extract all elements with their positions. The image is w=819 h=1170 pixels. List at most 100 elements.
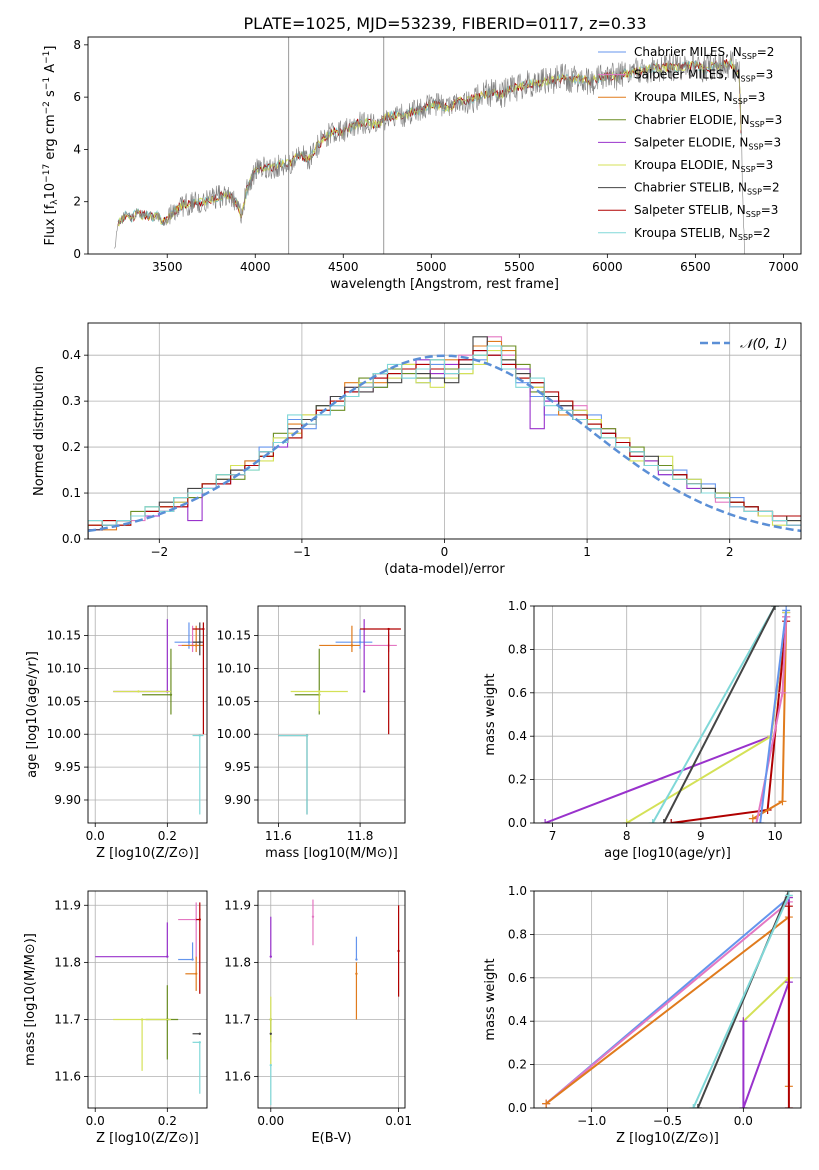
data-point <box>198 734 201 737</box>
x-tick-label: 5000 <box>416 260 447 274</box>
x-tick-label: 3500 <box>152 260 183 274</box>
x-axis-label: E(B-V) <box>311 1131 351 1146</box>
x-tick-label: 2 <box>726 545 734 559</box>
y-tick-label: 11.6 <box>54 1070 81 1084</box>
data-point <box>358 640 362 644</box>
y-tick-label: 2 <box>73 195 81 209</box>
x-tick-label: 10 <box>767 829 782 843</box>
series-marker <box>693 1104 702 1108</box>
x-tick-label: 6500 <box>680 260 711 274</box>
y-tick-label: 11.7 <box>54 1012 81 1026</box>
x-axis-label: Z [log10(Z/Z⊙)] <box>96 846 199 861</box>
data-point <box>137 690 140 693</box>
x-axis-label: mass [log10(M/M⊙)] <box>265 846 398 861</box>
legend-label: Kroupa ELODIE, NSSP=3 <box>634 158 773 174</box>
data-point <box>169 693 173 696</box>
y-tick-label: 10.15 <box>217 629 251 643</box>
y-tick-label: 9.95 <box>224 760 251 774</box>
plot-area <box>258 606 405 823</box>
y-axis-label: age [log10(age/yr)] <box>25 651 40 778</box>
legend-label: 𝒩(0, 1) <box>740 337 787 352</box>
plot-area <box>258 891 405 1108</box>
chart-spectrum: 3500 4000 4500 5000 5500 6000 6500 7000 0 2 4 6 8 wav… <box>42 36 802 292</box>
x-tick-label: 0.0 <box>86 1114 105 1128</box>
series-marker <box>784 1104 793 1108</box>
y-tick-label: 0.3 <box>62 394 81 408</box>
y-tick-label: 0 <box>73 247 81 261</box>
y-tick-label: 6 <box>73 90 81 104</box>
x-axis-label: wavelength [Angstrom, rest frame] <box>330 277 559 292</box>
x-tick-label: 11.6 <box>265 829 292 843</box>
legend-label: Salpeter MILES, NSSP=3 <box>634 68 773 84</box>
series-line <box>662 606 776 823</box>
plot-area <box>88 891 207 1108</box>
series-marker <box>756 819 765 823</box>
legend: 𝒩(0, 1) <box>700 337 787 352</box>
series-marker <box>689 1104 698 1108</box>
data-point <box>305 734 309 737</box>
y-tick-label: 10.00 <box>217 727 251 741</box>
series-marker <box>542 1099 551 1108</box>
chart-age-vs-mass: 11.6 11.8 9.90 9.95 10.00 10.05 10.10 10.15 mass… <box>217 605 406 861</box>
plot-content <box>258 606 405 823</box>
legend: Chabrier MILES, NSSP=2 Salpeter MILES, NS… <box>598 45 782 242</box>
data-point <box>198 640 201 644</box>
plot-area <box>88 37 801 254</box>
y-tick-label: 10.00 <box>47 727 81 741</box>
chart-mass-vs-ebv: 0.00 0.01 11.6 11.7 11.8 11.9 E(B-V) <box>224 890 412 1146</box>
data-point <box>187 640 191 644</box>
legend-label: Chabrier STELIB, NSSP=2 <box>634 181 780 197</box>
y-tick-label: 0.0 <box>508 816 527 830</box>
x-tick-label: 0.0 <box>86 829 105 843</box>
x-tick-label: 0.0 <box>734 1114 753 1128</box>
x-tick-label: 4000 <box>240 260 271 274</box>
chart-age-vs-metallicity: 0.0 0.2 9.90 9.95 10.00 10.05 10.10 10.15 Z [log… <box>25 605 208 861</box>
y-tick-label: 0.8 <box>508 642 527 656</box>
y-tick-label: 11.8 <box>224 955 251 969</box>
figure-title: PLATE=1025, MJD=53239, FIBERID=0117, z=0… <box>243 14 646 33</box>
y-tick-label: 0.4 <box>62 348 81 362</box>
series-marker <box>739 1017 748 1026</box>
y-tick-label: 1.0 <box>508 599 527 613</box>
legend-label: Chabrier ELODIE, NSSP=3 <box>634 113 782 129</box>
y-tick-label: 0.6 <box>508 686 527 700</box>
data-point <box>194 644 198 647</box>
series-marker <box>771 606 780 610</box>
series-marker <box>541 819 550 823</box>
series-marker <box>739 1104 748 1108</box>
data-point <box>362 690 366 693</box>
data-point <box>198 918 201 921</box>
x-axis-label: age [log10(age/yr)] <box>604 846 731 861</box>
plot-content <box>88 891 207 1108</box>
series-marker <box>622 819 631 823</box>
axes-frame <box>87 605 208 824</box>
series-marker <box>778 688 787 697</box>
series-marker <box>778 797 787 806</box>
y-tick-label: 1.0 <box>508 884 527 898</box>
legend-label: Kroupa MILES, NSSP=3 <box>634 90 765 106</box>
y-tick-label: 10.10 <box>217 661 251 675</box>
data-point <box>140 1018 144 1021</box>
data-point <box>166 955 169 958</box>
chart-mass-vs-metallicity: 0.0 0.2 11.6 11.7 11.8 11.9 Z [log10(Z/Z⊙)] mas… <box>23 890 208 1146</box>
series-marker <box>667 819 676 823</box>
y-tick-label: 9.90 <box>54 793 81 807</box>
plot-content <box>88 606 207 823</box>
y-tick-label: 10.15 <box>47 629 81 643</box>
plot-content <box>88 323 801 539</box>
y-tick-label: 0.2 <box>62 440 81 454</box>
data-point <box>387 627 390 631</box>
x-axis-label: (data-model)/error <box>384 562 505 577</box>
series-marker <box>748 814 757 823</box>
data-point <box>269 1018 272 1021</box>
series-marker <box>784 902 793 911</box>
data-point <box>318 690 321 693</box>
x-axis-label: Z [log10(Z/Z⊙)] <box>616 1131 719 1146</box>
data-point <box>311 915 315 918</box>
y-tick-label: 0.2 <box>508 773 527 787</box>
plot-content <box>534 606 801 823</box>
series-marker <box>752 819 761 823</box>
y-axis-label: mass weight <box>483 673 498 755</box>
x-tick-label: 7 <box>549 829 557 843</box>
y-tick-label: 10.05 <box>47 694 81 708</box>
